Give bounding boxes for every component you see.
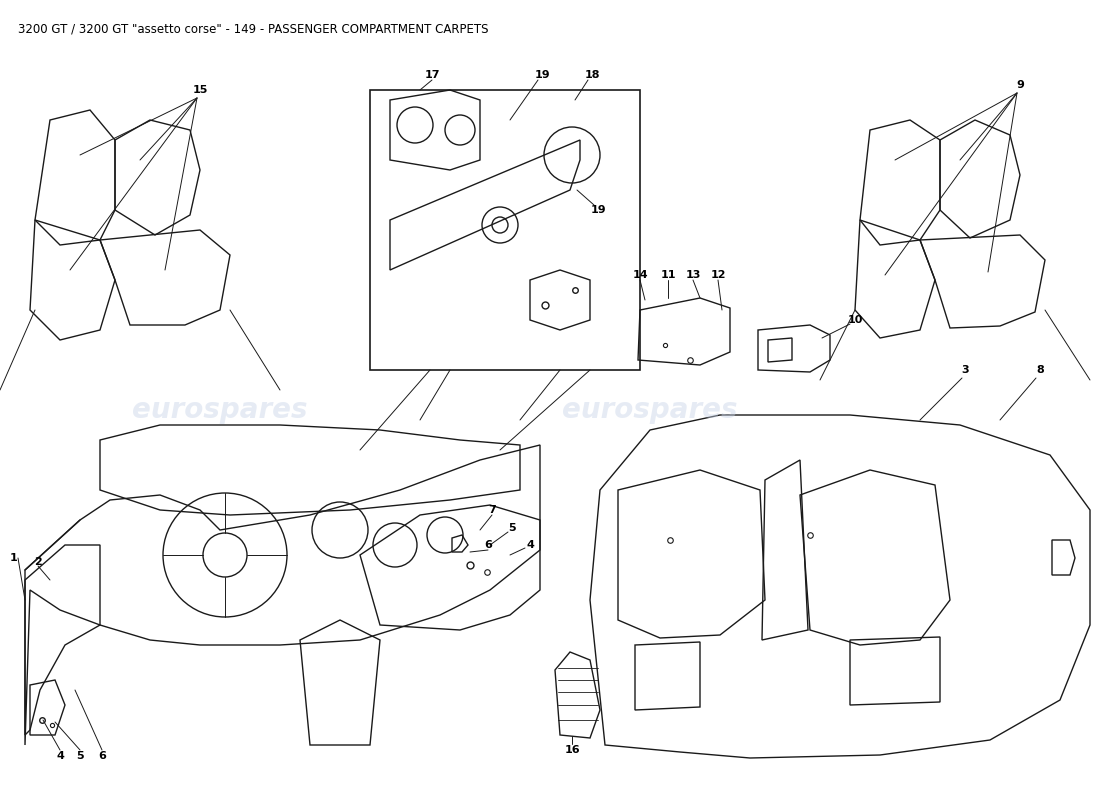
Text: 6: 6	[98, 751, 106, 761]
Text: 19: 19	[535, 70, 550, 80]
Text: 6: 6	[484, 540, 492, 550]
Bar	[370, 90, 640, 370]
Text: eurospares: eurospares	[562, 396, 738, 424]
Text: 3200 GT / 3200 GT "assetto corse" - 149 - PASSENGER COMPARTMENT CARPETS: 3200 GT / 3200 GT "assetto corse" - 149 …	[18, 22, 488, 35]
Text: 4: 4	[56, 751, 64, 761]
Text: 1: 1	[10, 553, 18, 563]
Text: 11: 11	[660, 270, 675, 280]
Text: 18: 18	[584, 70, 600, 80]
Text: 15: 15	[192, 85, 208, 95]
Text: 16: 16	[564, 745, 580, 755]
Text: 3: 3	[961, 365, 969, 375]
Text: eurospares: eurospares	[132, 396, 308, 424]
Text: 12: 12	[711, 270, 726, 280]
Text: 5: 5	[508, 523, 516, 533]
Text: 9: 9	[1016, 80, 1024, 90]
Text: 13: 13	[685, 270, 701, 280]
Text: 17: 17	[425, 70, 440, 80]
Text: 14: 14	[632, 270, 648, 280]
Text: 2: 2	[34, 557, 42, 567]
Text: 4: 4	[526, 540, 534, 550]
Text: 19: 19	[591, 205, 606, 215]
Text: 10: 10	[847, 315, 862, 325]
Text: 7: 7	[488, 505, 496, 515]
Text: 8: 8	[1036, 365, 1044, 375]
Text: 5: 5	[76, 751, 84, 761]
